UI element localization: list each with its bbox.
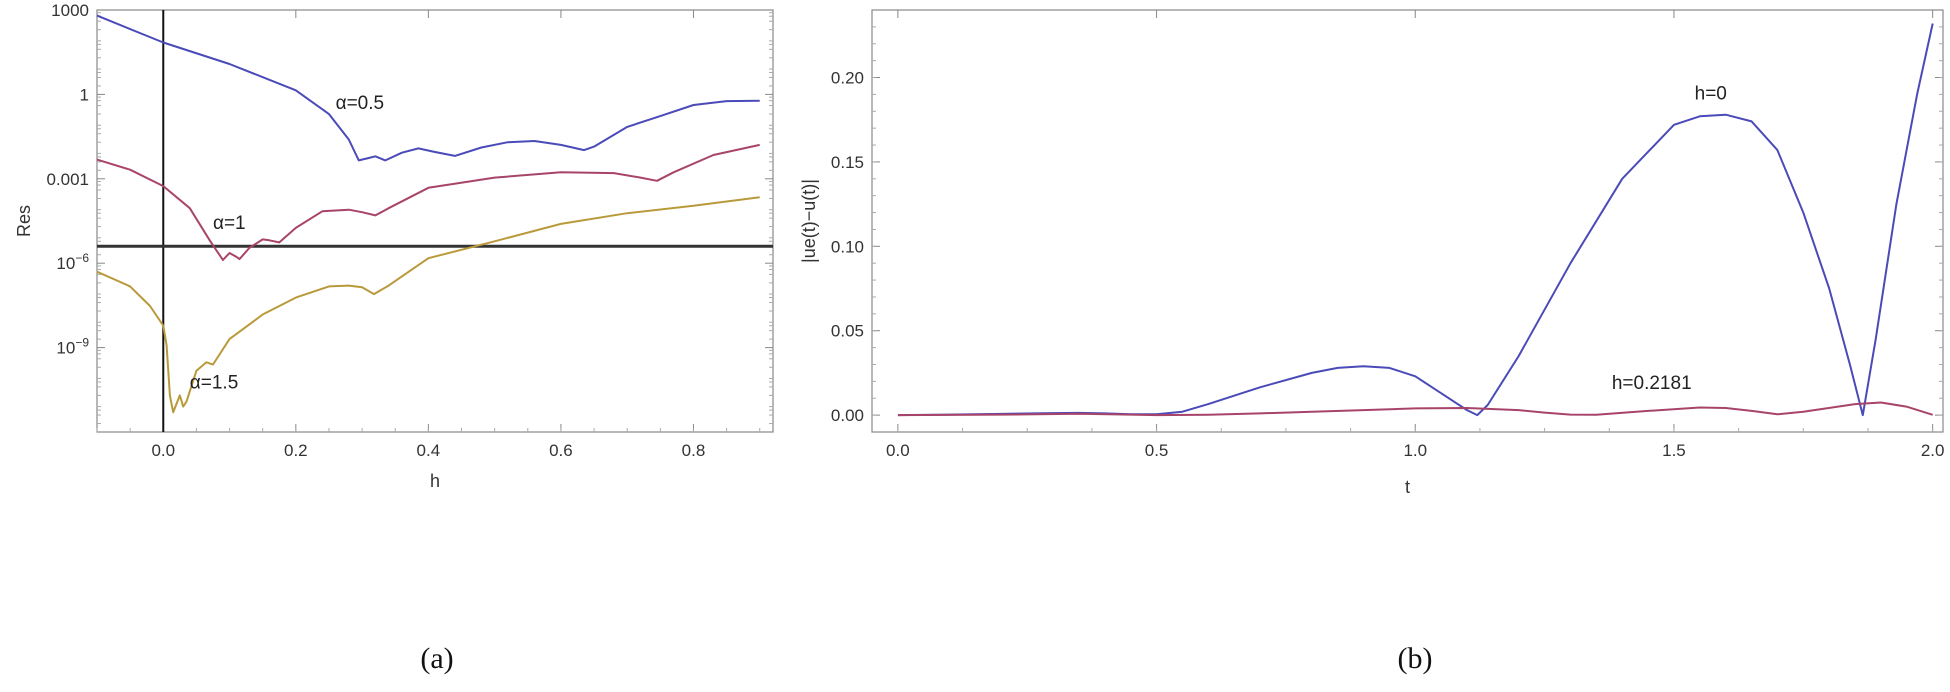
series-label: α=1.5	[190, 373, 239, 394]
y-tick-label-base: 0.15	[831, 153, 864, 172]
x-tick-label: 0.6	[549, 441, 573, 460]
series-line	[96, 143, 760, 261]
series-line	[96, 14, 760, 162]
y-tick-label: 0.05	[831, 322, 864, 341]
y-tick-label-base: 0.20	[831, 69, 864, 88]
y-tick-label: 1	[80, 85, 89, 104]
x-tick-label: 1.5	[1662, 441, 1686, 460]
y-tick-label-exponent: −6	[75, 251, 89, 265]
y-tick-label-exponent: −9	[75, 336, 89, 350]
series-label: h=0	[1695, 83, 1727, 104]
y-tick-label-base: 1	[80, 85, 89, 104]
x-tick-label: 2.0	[1921, 441, 1945, 460]
x-tick-label: 0.0	[151, 441, 175, 460]
x-tick-label: 0.5	[1145, 441, 1169, 460]
x-tick-label: 0.0	[886, 441, 910, 460]
x-tick-label: 1.0	[1403, 441, 1427, 460]
x-axis-title: h	[430, 471, 440, 491]
y-tick-label-base: 1000	[51, 1, 89, 20]
plot-frame	[96, 9, 774, 433]
x-tick-label: 0.4	[417, 441, 441, 460]
y-tick-label: 10−9	[56, 336, 89, 358]
x-tick-label: 0.8	[682, 441, 706, 460]
y-tick-label-base: 10	[56, 254, 75, 273]
series-label: α=0.5	[336, 93, 385, 114]
panel-caption: (a)	[420, 642, 453, 675]
y-tick-label: 0.10	[831, 237, 864, 256]
y-tick-label-base: 0.001	[46, 170, 89, 189]
series-label: h=0.2181	[1612, 373, 1692, 394]
x-tick-label: 0.2	[284, 441, 308, 460]
y-tick-label-base: 0.00	[831, 406, 864, 425]
y-tick-label: 0.15	[831, 153, 864, 172]
y-tick-label-base: 0.10	[831, 237, 864, 256]
series-label: α=1	[213, 213, 246, 234]
y-tick-label: 0.00	[831, 406, 864, 425]
panel-b-error-chart: 0.0 0.5 1.0 1.5 2.0 0.00 0.05 0.10 0.15 0.20 h=0 h=…	[799, 9, 1945, 675]
plot-frame	[871, 9, 1944, 433]
y-tick-label: 10−6	[56, 251, 89, 273]
y-axis-title: Res	[14, 205, 34, 237]
y-tick-label: 0.20	[831, 69, 864, 88]
series-line	[897, 401, 1933, 417]
y-axis-title: |ue(t)−u(t)|	[799, 179, 819, 263]
y-tick-label: 0.001	[46, 170, 89, 189]
panel-caption: (b)	[1398, 642, 1433, 675]
series-line	[96, 196, 760, 414]
panel-a-residual-chart: 0.0 0.2 0.4 0.6 0.8100010.00110−610−9α=0.5α=…	[14, 1, 774, 675]
y-tick-label-base: 10	[56, 339, 75, 358]
y-tick-label-base: 0.05	[831, 322, 864, 341]
series-line	[897, 23, 1934, 417]
y-tick-label: 1000	[51, 1, 89, 20]
x-axis-title: t	[1405, 477, 1410, 497]
